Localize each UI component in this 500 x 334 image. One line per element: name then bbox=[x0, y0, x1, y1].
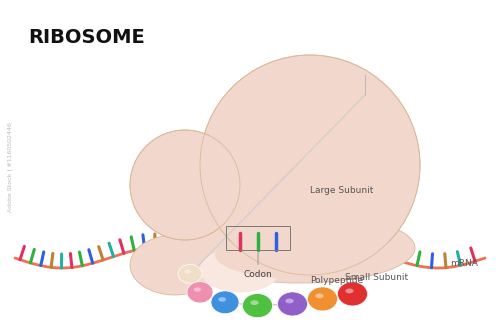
Ellipse shape bbox=[278, 292, 308, 316]
Ellipse shape bbox=[130, 130, 240, 240]
Ellipse shape bbox=[250, 300, 258, 305]
Ellipse shape bbox=[194, 288, 201, 292]
Ellipse shape bbox=[130, 235, 220, 295]
Text: Polypeptide: Polypeptide bbox=[310, 276, 363, 285]
Ellipse shape bbox=[338, 282, 368, 306]
Ellipse shape bbox=[200, 247, 280, 293]
Text: Small Subunit: Small Subunit bbox=[345, 274, 408, 283]
Ellipse shape bbox=[195, 123, 275, 233]
Ellipse shape bbox=[346, 289, 354, 293]
Text: mRNA: mRNA bbox=[450, 259, 478, 268]
Ellipse shape bbox=[218, 297, 226, 302]
Ellipse shape bbox=[308, 287, 338, 311]
Ellipse shape bbox=[286, 299, 294, 303]
Ellipse shape bbox=[180, 220, 250, 286]
Ellipse shape bbox=[184, 270, 191, 274]
Ellipse shape bbox=[215, 230, 405, 280]
Ellipse shape bbox=[178, 265, 202, 283]
Ellipse shape bbox=[316, 294, 324, 298]
Ellipse shape bbox=[211, 291, 239, 314]
Ellipse shape bbox=[185, 213, 415, 283]
Text: RIBOSOME: RIBOSOME bbox=[28, 28, 145, 47]
Text: Adobe Stock | #1160502446: Adobe Stock | #1160502446 bbox=[7, 122, 13, 212]
Ellipse shape bbox=[187, 282, 213, 303]
Text: Codon: Codon bbox=[244, 253, 272, 279]
Ellipse shape bbox=[242, 294, 272, 318]
Text: Large Subunit: Large Subunit bbox=[310, 185, 374, 194]
Ellipse shape bbox=[200, 55, 420, 275]
